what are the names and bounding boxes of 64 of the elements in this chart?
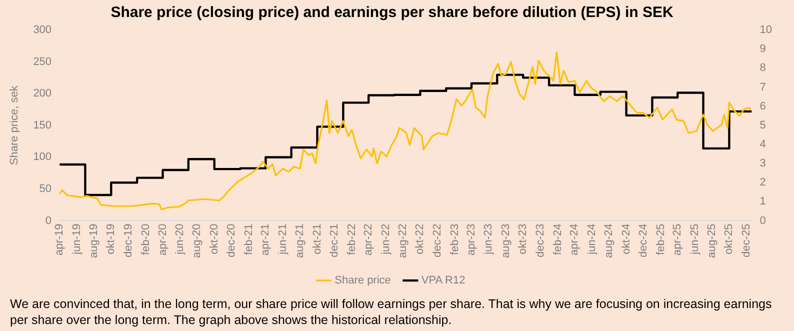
y-tick-label: 250 [33, 56, 52, 68]
y2-tick-label: 10 [760, 24, 772, 36]
y2-tick-label: 1 [760, 196, 766, 208]
x-tick-label: feb-20 [140, 224, 152, 255]
x-tick-label: dec-25 [740, 224, 752, 258]
x-tick-label: feb-23 [448, 224, 461, 255]
x-tick-label: dec-22 [431, 224, 444, 258]
x-tick-label: apr-24 [568, 224, 581, 256]
x-tick-label: jun-20 [174, 224, 186, 256]
y2-tick-label: 9 [760, 43, 766, 56]
x-tick-label: okt-23 [517, 224, 530, 254]
x-tick-label: feb-22 [346, 224, 358, 255]
y-tick-label: 300 [33, 24, 52, 36]
x-tick-label: dec-24 [638, 224, 650, 258]
x-tick-label: okt-22 [414, 224, 426, 254]
y2-tick-label: 8 [760, 62, 766, 74]
x-tick-label: jun-22 [380, 224, 392, 256]
x-tick-label: apr-20 [156, 224, 169, 256]
x-tick-label: feb-21 [243, 224, 256, 255]
x-tick-label: apr-19 [54, 224, 66, 256]
x-tick-label: okt-19 [105, 224, 118, 254]
y-tick-label: 150 [33, 119, 52, 132]
x-tick-label: dec-19 [122, 224, 134, 258]
legend-label: Share price [334, 274, 391, 287]
legend-label: VPA R12 [421, 274, 466, 287]
x-tick-label: okt-25 [723, 224, 736, 254]
x-tick-label: dec-21 [328, 224, 340, 258]
x-tick-label: jun-19 [70, 224, 83, 256]
y2-tick-label: 4 [760, 138, 766, 150]
x-tick-label: feb-24 [552, 224, 564, 255]
x-tick-label: aug-24 [603, 224, 616, 258]
x-tick-label: okt-24 [620, 224, 632, 254]
x-tick-label: aug-21 [294, 224, 306, 258]
x-tick-label: aug-23 [500, 224, 512, 258]
x-tick-label: feb-25 [655, 224, 668, 255]
y2-tick-label: 5 [760, 119, 766, 132]
x-tick-label: jun-21 [276, 224, 289, 256]
x-tick-label: aug-22 [397, 224, 410, 258]
x-tick-label: jun-24 [586, 224, 598, 256]
x-tick-label: dec-23 [534, 224, 546, 258]
x-tick-label: apr-21 [260, 224, 272, 256]
y2-tick-label: 0 [760, 214, 766, 227]
x-tick-label: dec-20 [226, 224, 238, 258]
y2-tick-label: 3 [760, 158, 766, 170]
x-tick-label: aug-25 [706, 224, 718, 258]
x-tick-label: apr-25 [672, 224, 684, 256]
y-tick-label: 200 [33, 88, 52, 100]
text: We are convinced that, in the long term, our share price will follow earnings per share. That is why we are focusing on increasing earnings per share over the long term. The graph above shows the historical relationship. [10, 296, 773, 328]
y-tick-label: 50 [39, 182, 52, 195]
y2-tick-label: 7 [760, 81, 766, 94]
chart-title: Share price (closing price) and earnings per share before dilution (EPS) in SEK [110, 4, 674, 22]
x-tick-label: apr-22 [362, 224, 375, 256]
y-tick-label: 100 [33, 151, 52, 164]
x-tick-label: apr-23 [466, 224, 478, 256]
x-tick-label: aug-20 [191, 224, 204, 258]
x-tick-label: okt-21 [311, 224, 324, 254]
y-tick-label: 0 [45, 214, 52, 227]
x-tick-label: jun-25 [688, 224, 701, 256]
x-tick-label: jun-23 [482, 224, 495, 256]
y2-tick-label: 2 [760, 176, 766, 189]
x-tick-label: aug-19 [88, 224, 100, 258]
x-tick-label: okt-20 [208, 224, 220, 254]
y2-tick-label: 6 [760, 100, 766, 112]
y-axis-title: Share price, sek [8, 85, 21, 166]
